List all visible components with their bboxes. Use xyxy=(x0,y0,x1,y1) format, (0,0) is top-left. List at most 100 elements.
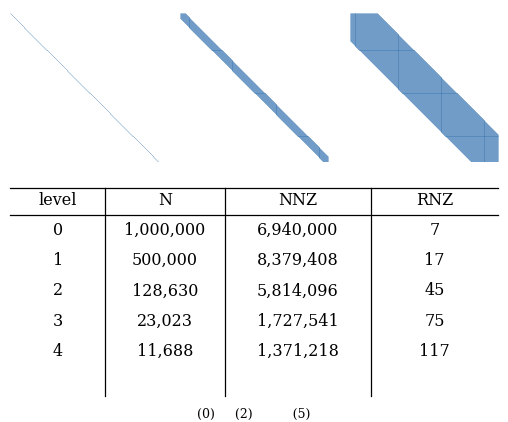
Point xyxy=(481,130,489,136)
Point xyxy=(256,89,264,95)
Point xyxy=(453,125,461,132)
Point xyxy=(416,105,424,111)
Point xyxy=(444,92,452,99)
Point xyxy=(371,43,379,50)
Point xyxy=(461,103,469,109)
Point xyxy=(393,83,401,90)
Point xyxy=(216,49,224,55)
Point xyxy=(422,66,430,73)
Point xyxy=(399,89,407,96)
Point xyxy=(241,79,249,86)
Point xyxy=(479,149,487,156)
Point xyxy=(420,75,428,82)
Point xyxy=(254,86,262,92)
Point xyxy=(473,149,481,156)
Point xyxy=(320,150,328,157)
Point xyxy=(379,33,387,40)
Point xyxy=(457,94,465,101)
Point xyxy=(433,106,441,113)
Point xyxy=(463,108,471,114)
Point xyxy=(427,87,435,94)
Point xyxy=(392,45,400,51)
Point xyxy=(374,28,382,35)
Point xyxy=(407,48,416,55)
Point xyxy=(482,121,490,127)
Point xyxy=(428,105,436,111)
Point xyxy=(423,114,431,120)
Point xyxy=(489,157,497,163)
Point xyxy=(461,131,469,138)
Point xyxy=(407,70,415,77)
Point xyxy=(362,25,370,32)
Point xyxy=(391,78,399,85)
Point xyxy=(451,100,459,106)
Point xyxy=(451,95,459,101)
Point xyxy=(429,119,437,125)
Point xyxy=(347,29,355,35)
Point xyxy=(431,83,439,90)
Point xyxy=(401,54,409,61)
Point xyxy=(308,143,316,150)
Point xyxy=(384,40,392,46)
Point xyxy=(193,26,201,32)
Point xyxy=(362,16,370,23)
Point xyxy=(112,116,120,122)
Point xyxy=(370,19,378,25)
Point xyxy=(310,146,319,153)
Point xyxy=(414,68,422,74)
Point xyxy=(469,115,478,122)
Point xyxy=(431,75,439,82)
Point xyxy=(363,22,371,29)
Point xyxy=(423,78,431,85)
Point xyxy=(468,149,477,155)
Point xyxy=(237,75,245,81)
Point xyxy=(408,51,417,57)
Point xyxy=(371,62,379,68)
Point xyxy=(435,106,443,112)
Point xyxy=(465,109,473,116)
Point xyxy=(451,125,459,132)
Point xyxy=(350,26,358,33)
Point xyxy=(446,134,454,141)
Point xyxy=(370,59,378,66)
Point xyxy=(316,153,325,160)
Point xyxy=(480,137,488,144)
Point xyxy=(320,149,328,156)
Point xyxy=(424,65,432,72)
Point xyxy=(363,34,371,41)
Point xyxy=(384,38,392,44)
Point xyxy=(418,88,426,95)
Point xyxy=(375,23,383,30)
Point xyxy=(293,131,301,138)
Point xyxy=(354,43,362,50)
Point xyxy=(357,45,365,51)
Point xyxy=(192,26,200,32)
Point xyxy=(347,13,356,19)
Point xyxy=(280,111,288,118)
Point xyxy=(366,27,374,34)
Point xyxy=(190,26,198,32)
Point xyxy=(397,39,405,46)
Point xyxy=(421,92,429,99)
Point xyxy=(377,68,385,75)
Point xyxy=(491,154,499,161)
Point xyxy=(392,49,400,56)
Point xyxy=(380,57,389,64)
Point xyxy=(311,142,319,149)
Point xyxy=(430,76,438,83)
Point xyxy=(403,71,411,78)
Point xyxy=(433,113,441,119)
Point xyxy=(354,20,362,27)
Point xyxy=(448,126,456,133)
Point xyxy=(266,98,274,105)
Point xyxy=(474,135,482,141)
Point xyxy=(371,53,379,60)
Point xyxy=(471,141,480,148)
Point xyxy=(442,117,451,124)
Point xyxy=(386,67,394,74)
Point xyxy=(459,137,467,144)
Point xyxy=(436,122,444,129)
Point xyxy=(471,150,479,157)
Point xyxy=(364,35,372,42)
Point xyxy=(407,82,415,89)
